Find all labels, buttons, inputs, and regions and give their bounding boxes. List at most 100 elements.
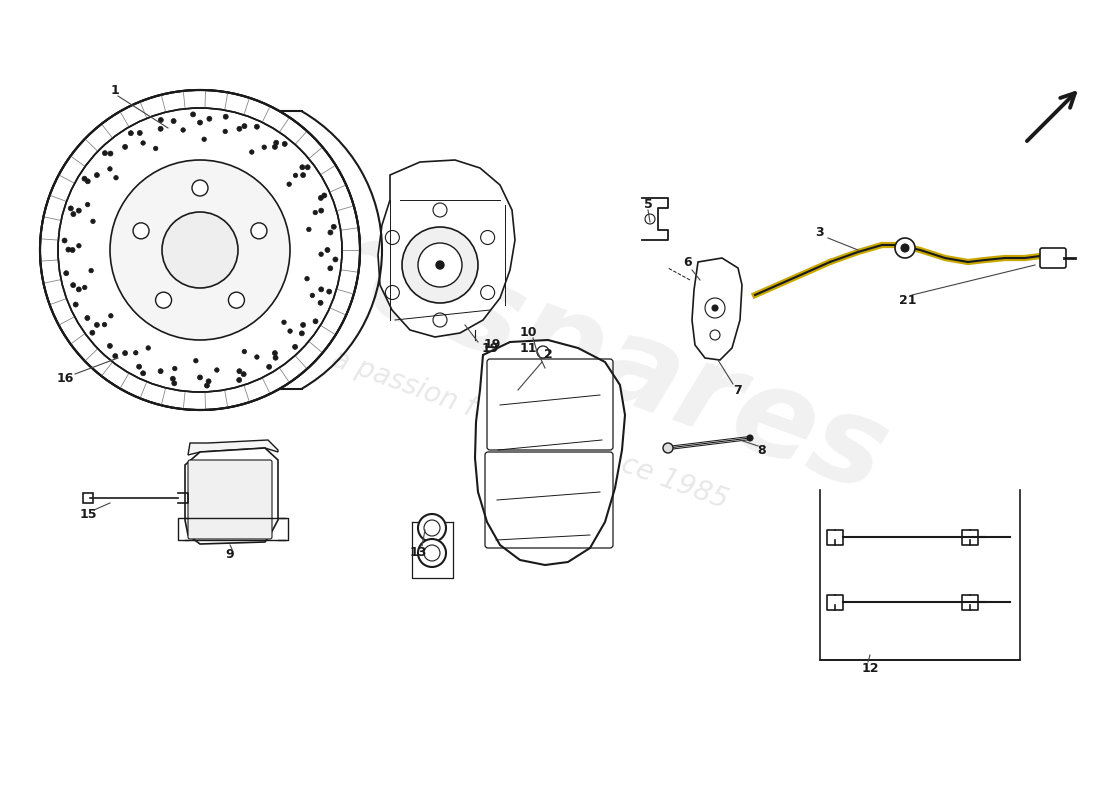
Ellipse shape [310, 293, 315, 298]
Ellipse shape [327, 289, 332, 294]
Text: 15: 15 [79, 509, 97, 522]
Polygon shape [475, 340, 625, 565]
Ellipse shape [158, 118, 163, 122]
Ellipse shape [102, 150, 108, 156]
Ellipse shape [300, 173, 306, 178]
Text: 8: 8 [758, 443, 767, 457]
Ellipse shape [331, 224, 337, 230]
Ellipse shape [110, 160, 290, 340]
Circle shape [481, 230, 495, 245]
Ellipse shape [273, 350, 277, 356]
Circle shape [251, 223, 267, 239]
Ellipse shape [153, 146, 158, 150]
Ellipse shape [194, 358, 198, 363]
Ellipse shape [109, 314, 113, 318]
Ellipse shape [86, 202, 90, 207]
Circle shape [418, 514, 446, 542]
Ellipse shape [318, 195, 323, 201]
Ellipse shape [333, 257, 338, 262]
Ellipse shape [273, 355, 278, 360]
Ellipse shape [74, 302, 78, 307]
Ellipse shape [108, 151, 113, 156]
Ellipse shape [236, 378, 242, 382]
Circle shape [433, 313, 447, 327]
Circle shape [433, 203, 447, 217]
Ellipse shape [62, 238, 67, 243]
Text: 2: 2 [543, 349, 552, 362]
Polygon shape [185, 448, 278, 544]
Text: 21: 21 [900, 294, 916, 306]
Circle shape [418, 539, 446, 567]
Circle shape [402, 227, 478, 303]
Ellipse shape [324, 247, 330, 253]
Ellipse shape [102, 322, 107, 327]
Ellipse shape [172, 118, 176, 123]
Ellipse shape [273, 144, 277, 150]
Text: eurospares: eurospares [136, 143, 903, 517]
Ellipse shape [307, 227, 311, 232]
Ellipse shape [202, 137, 207, 142]
Ellipse shape [242, 124, 246, 129]
Text: 5: 5 [644, 198, 652, 210]
Ellipse shape [254, 124, 260, 130]
Text: 19: 19 [482, 342, 498, 354]
Ellipse shape [223, 129, 228, 134]
Circle shape [192, 180, 208, 196]
Text: 9: 9 [226, 549, 234, 562]
Circle shape [385, 230, 399, 245]
Circle shape [155, 292, 172, 308]
Circle shape [895, 238, 915, 258]
Ellipse shape [89, 268, 94, 273]
Ellipse shape [254, 354, 260, 359]
Ellipse shape [318, 300, 323, 306]
FancyBboxPatch shape [1040, 248, 1066, 268]
Ellipse shape [95, 173, 99, 178]
Circle shape [663, 443, 673, 453]
Ellipse shape [319, 287, 323, 292]
FancyBboxPatch shape [188, 460, 272, 539]
Polygon shape [692, 258, 742, 360]
Ellipse shape [162, 212, 238, 288]
Ellipse shape [250, 150, 254, 154]
Ellipse shape [108, 343, 112, 349]
Text: 16: 16 [56, 371, 74, 385]
Text: 10: 10 [519, 326, 537, 339]
Circle shape [418, 243, 462, 287]
Ellipse shape [58, 108, 342, 392]
Ellipse shape [223, 114, 228, 119]
Ellipse shape [305, 277, 309, 281]
Ellipse shape [328, 230, 333, 235]
Ellipse shape [205, 383, 209, 388]
Ellipse shape [172, 381, 177, 386]
Ellipse shape [314, 210, 318, 214]
Text: 11: 11 [519, 342, 537, 354]
Ellipse shape [82, 286, 87, 290]
Text: a passion for parts since 1985: a passion for parts since 1985 [328, 345, 732, 515]
Ellipse shape [77, 243, 81, 248]
Ellipse shape [95, 322, 99, 327]
Text: 7: 7 [734, 383, 742, 397]
Ellipse shape [170, 376, 175, 382]
Ellipse shape [206, 379, 211, 384]
Ellipse shape [141, 141, 145, 146]
Ellipse shape [129, 130, 133, 136]
Text: 6: 6 [684, 257, 692, 270]
Ellipse shape [241, 372, 246, 377]
Circle shape [645, 214, 654, 224]
Circle shape [705, 298, 725, 318]
Ellipse shape [190, 112, 196, 117]
Ellipse shape [214, 368, 219, 372]
Ellipse shape [158, 369, 163, 374]
Ellipse shape [322, 193, 327, 198]
Ellipse shape [122, 350, 128, 356]
Circle shape [229, 292, 244, 308]
Ellipse shape [113, 175, 119, 180]
Circle shape [436, 261, 444, 269]
Ellipse shape [82, 176, 87, 181]
Ellipse shape [76, 287, 81, 292]
Text: 13: 13 [409, 546, 427, 558]
Ellipse shape [198, 375, 202, 380]
Ellipse shape [294, 173, 298, 178]
Ellipse shape [70, 282, 76, 288]
Ellipse shape [76, 208, 81, 213]
